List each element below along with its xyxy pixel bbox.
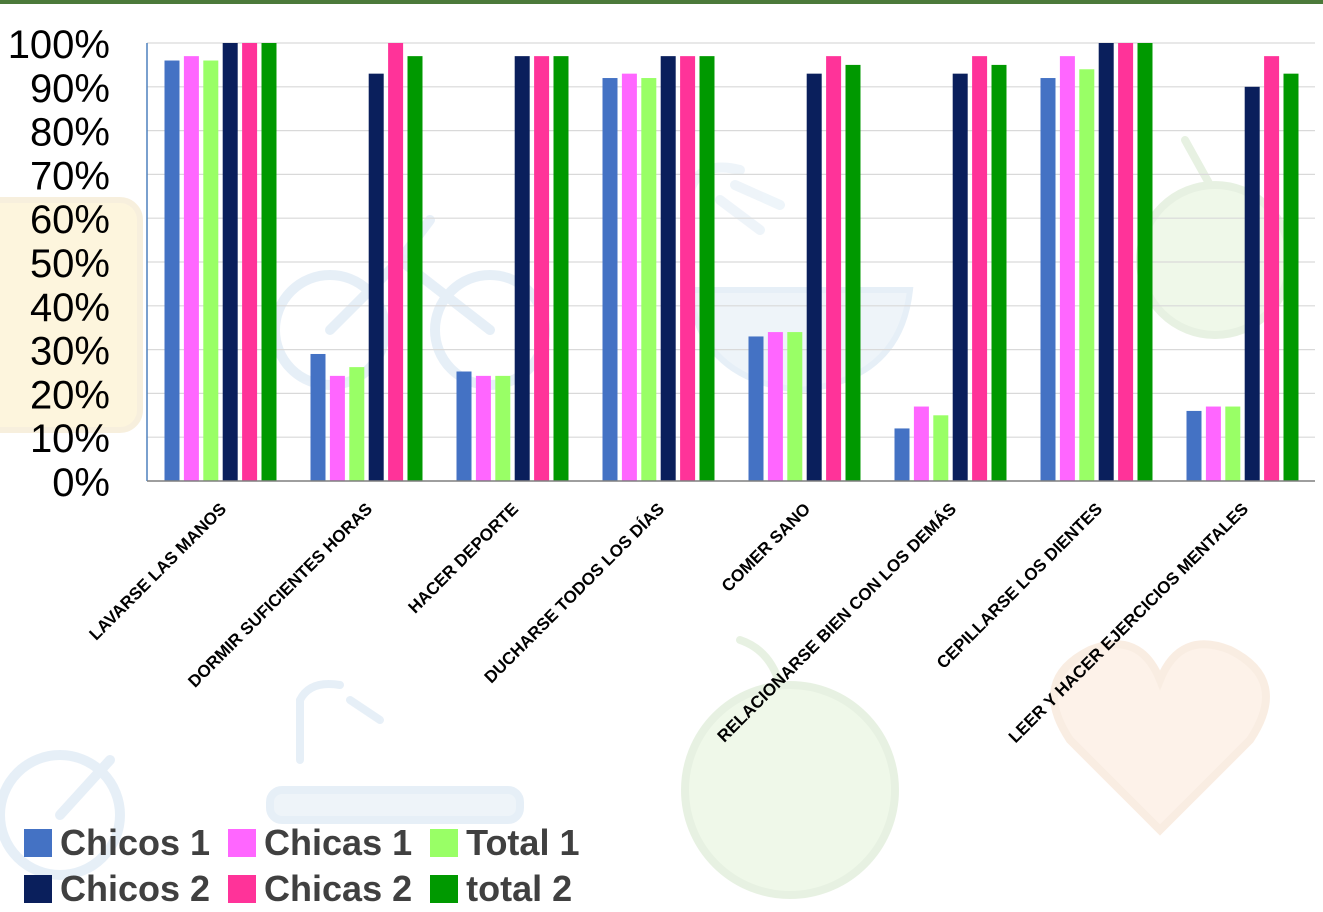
bar-chicas-1-hacer-deporte: [475, 375, 491, 481]
bar-total-2-cepillarse-los-dientes: [1137, 43, 1153, 481]
bar-total-1-hacer-deporte: [495, 375, 511, 481]
bar-chicas-2-leer-y-hacer-ejercicios-mentales: [1264, 56, 1280, 481]
legend-label-chicos-2: Chicos 2: [60, 868, 211, 909]
legend-row-2: Chicos 2 Chicas 2 total 2: [24, 866, 644, 912]
y-tick-label: 90%: [30, 67, 110, 111]
bar-chicas-1-relacionarse-bien-con-los-demas: [913, 406, 929, 481]
bus-illustration: [0, 197, 143, 433]
bar-chicas-1-dormir-suficientes-horas: [329, 375, 345, 481]
x-tick-label: DUCHARSE TODOS LOS DÍAS: [481, 499, 669, 687]
legend-swatch-chicas-1: [228, 829, 257, 857]
axes: [146, 43, 1315, 482]
bar-chicas-2-ducharse-todos-los-dias: [680, 56, 696, 481]
bar-chicos-1-lavarse-las-manos: [164, 60, 180, 482]
bar-chicas-1-cepillarse-los-dientes: [1059, 56, 1075, 481]
bar-chicas-2-hacer-deporte: [534, 56, 550, 481]
bar-chicas-1-leer-y-hacer-ejercicios-mentales: [1205, 406, 1221, 481]
legend-item-chicos-1: Chicos 1: [24, 822, 210, 864]
bar-chicos-2-ducharse-todos-los-dias: [660, 56, 676, 481]
legend-swatch-chicos-2: [24, 875, 52, 903]
bar-chicos-2-hacer-deporte: [514, 56, 530, 481]
bar-total-2-hacer-deporte: [553, 56, 569, 481]
y-tick-label: 50%: [30, 242, 110, 286]
bar-chicos-1-ducharse-todos-los-dias: [602, 78, 618, 481]
bar-chicos-1-dormir-suficientes-horas: [310, 353, 326, 481]
sink-illustration: [266, 680, 524, 824]
bar-total-1-dormir-suficientes-horas: [349, 367, 365, 481]
bar-chicos-1-hacer-deporte: [456, 371, 472, 481]
x-tick-label: LEER Y HACER EJERCICIOS MENTALES: [1005, 499, 1252, 746]
x-tick-label: RELACIONARSE BIEN CON LOS DEMÁS: [714, 499, 961, 746]
bar-chicas-1-lavarse-las-manos: [183, 56, 199, 481]
bar-chicos-1-cepillarse-los-dientes: [1040, 78, 1056, 481]
bar-total-1-comer-sano: [787, 332, 803, 481]
bar-total-2-comer-sano: [845, 64, 861, 482]
legend-swatch-total-1: [430, 829, 459, 857]
bar-total-1-leer-y-hacer-ejercicios-mentales: [1225, 406, 1241, 481]
bar-total-1-lavarse-las-manos: [203, 60, 219, 482]
bar-chicos-2-leer-y-hacer-ejercicios-mentales: [1244, 86, 1260, 482]
bar-total-2-ducharse-todos-los-dias: [699, 56, 715, 481]
bar-total-1-relacionarse-bien-con-los-demas: [933, 415, 949, 481]
legend-item-chicas-2: Chicas 2: [228, 868, 412, 910]
legend-swatch-chicas-2: [228, 875, 257, 903]
bar-chicas-2-relacionarse-bien-con-los-demas: [972, 56, 988, 481]
bar-total-2-relacionarse-bien-con-los-demas: [991, 64, 1007, 482]
bar-chicas-2-lavarse-las-manos: [242, 43, 258, 481]
bar-chicos-2-cepillarse-los-dientes: [1098, 43, 1114, 481]
legend-label-chicas-1: Chicas 1: [264, 822, 413, 863]
top-accent-bar: [0, 0, 1323, 4]
y-tick-label: 100%: [8, 23, 110, 67]
bar-chicos-2-relacionarse-bien-con-los-demas: [952, 73, 968, 481]
legend-label-chicas-2: Chicas 2: [264, 868, 413, 909]
y-tick-label: 70%: [30, 154, 110, 198]
x-tick-label: HACER DEPORTE: [404, 499, 522, 617]
y-tick-label: 0%: [52, 461, 110, 505]
bar-total-2-dormir-suficientes-horas: [407, 56, 423, 481]
bar-chicos-2-lavarse-las-manos: [222, 43, 238, 481]
y-tick-label: 30%: [30, 330, 110, 374]
legend-label-chicos-1: Chicos 1: [60, 822, 211, 863]
legend-item-chicos-2: Chicos 2: [24, 868, 210, 910]
bar-chicos-1-leer-y-hacer-ejercicios-mentales: [1186, 410, 1202, 481]
bar-chicas-1-ducharse-todos-los-dias: [621, 73, 637, 481]
bar-total-1-ducharse-todos-los-dias: [641, 78, 657, 481]
bar-chicos-1-relacionarse-bien-con-los-demas: [894, 428, 910, 481]
y-tick-label: 80%: [30, 111, 110, 155]
y-axis-tick-labels: 0%10%20%30%40%50%60%70%80%90%100%: [8, 23, 110, 505]
legend-swatch-chicos-1: [24, 829, 52, 857]
x-tick-label: LAVARSE LAS MANOS: [86, 499, 231, 644]
legend-item-chicas-1: Chicas 1: [228, 822, 412, 864]
legend-label-total-2: total 2: [466, 868, 573, 909]
legend-swatch-total-2: [430, 875, 459, 903]
y-tick-label: 20%: [30, 373, 110, 417]
bar-chicos-2-dormir-suficientes-horas: [368, 73, 384, 481]
bar-total-2-lavarse-las-manos: [261, 43, 277, 481]
bar-chicas-2-cepillarse-los-dientes: [1118, 43, 1134, 481]
bicycle-bottom-illustration: [0, 750, 125, 880]
bar-total-1-cepillarse-los-dientes: [1079, 69, 1095, 481]
bar-chicos-2-comer-sano: [806, 73, 822, 481]
y-tick-label: 40%: [30, 286, 110, 330]
bar-chicos-1-comer-sano: [748, 336, 764, 481]
legend-item-total-2: total 2: [430, 868, 572, 910]
legend-row-1: Chicos 1 Chicas 1 Total 1: [24, 820, 644, 866]
bar-chicas-1-comer-sano: [767, 332, 783, 481]
heart-illustration: [1050, 640, 1270, 836]
legend-label-total-1: Total 1: [466, 822, 580, 863]
bars: [164, 43, 1299, 482]
bar-chicas-2-dormir-suficientes-horas: [388, 43, 404, 481]
bar-total-2-leer-y-hacer-ejercicios-mentales: [1283, 73, 1299, 481]
legend: Chicos 1 Chicas 1 Total 1 Chicos 2 Chica…: [24, 820, 644, 912]
bar-chicas-2-comer-sano: [826, 56, 842, 481]
x-tick-label: COMER SANO: [718, 499, 814, 595]
y-tick-label: 60%: [30, 198, 110, 242]
y-tick-label: 10%: [30, 417, 110, 461]
apple-bottom-illustration: [681, 636, 899, 899]
x-tick-label: CEPILLARSE LOS DIENTES: [933, 499, 1106, 672]
legend-item-total-1: Total 1: [430, 822, 579, 864]
